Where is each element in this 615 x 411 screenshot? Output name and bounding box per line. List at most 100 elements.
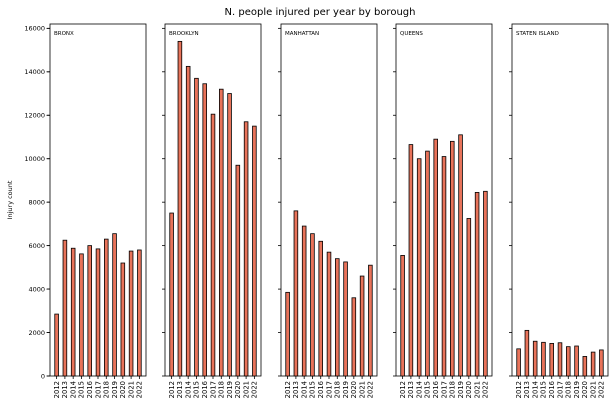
x-tick-label: 2015 [540, 381, 548, 398]
x-tick-label: 2016 [548, 381, 556, 398]
bar [301, 225, 307, 377]
y-tick-label: 4000 [28, 285, 45, 293]
x-tick-label: 2020 [350, 381, 358, 398]
x-tick-label: 2022 [598, 381, 606, 398]
y-tick-label: 14000 [24, 68, 45, 76]
x-tick-label: 2018 [334, 381, 342, 398]
panel-label: BROOKLYN [169, 31, 199, 37]
bar [441, 156, 447, 377]
x-tick-label: 2015 [309, 381, 317, 398]
bar [128, 250, 134, 377]
bar [574, 345, 579, 377]
bar [433, 138, 438, 377]
x-tick-label: 2013 [61, 381, 69, 398]
x-tick-label: 2015 [78, 381, 86, 398]
bar [326, 251, 332, 377]
panel-label: STATEN ISLAND [516, 31, 559, 37]
y-tick-label: 6000 [28, 242, 45, 250]
x-tick-label: 2018 [449, 381, 457, 398]
bar [351, 297, 357, 377]
x-tick-label: 2012 [53, 381, 61, 398]
bar [95, 248, 101, 377]
x-tick-label: 2019 [573, 381, 581, 398]
bar [557, 342, 563, 377]
x-tick-label: 2016 [432, 381, 440, 398]
x-tick-label: 2014 [415, 381, 423, 398]
bar [137, 249, 142, 377]
bar [104, 238, 109, 377]
bar [87, 245, 92, 377]
x-tick-label: 2018 [103, 381, 111, 398]
y-tick-label: 0 [41, 372, 45, 380]
bar [425, 150, 430, 377]
x-tick-label: 2012 [168, 381, 176, 398]
bar [566, 346, 571, 377]
x-tick-label: 2020 [581, 381, 589, 398]
bar [219, 88, 224, 377]
x-tick-label: 2016 [201, 381, 209, 398]
x-tick-label: 2021 [242, 381, 250, 398]
bar [112, 233, 117, 377]
x-tick-label: 2016 [317, 381, 325, 398]
panel-brooklyn: BROOKLYN 2012 2013 2014 2015 2016 2017 2018 2019… [162, 23, 262, 398]
chart-title: N. people injured per year by borough [225, 7, 416, 18]
y-axis-label: Injury count [6, 180, 14, 219]
bar [202, 83, 207, 377]
x-tick-label: 2022 [367, 381, 375, 398]
bar [335, 258, 340, 377]
bar [599, 349, 604, 377]
bar [293, 210, 299, 377]
y-tick-label: 2000 [28, 329, 45, 337]
bar [343, 261, 348, 377]
bar [235, 164, 241, 377]
x-tick-label: 2014 [531, 381, 539, 398]
bar [532, 340, 538, 377]
x-tick-label: 2013 [292, 381, 300, 398]
x-tick-label: 2014 [69, 381, 77, 398]
bar [450, 140, 455, 377]
bar [483, 190, 488, 377]
bar [541, 341, 546, 377]
panel-label: BRONX [54, 31, 74, 37]
y-tick-label: 12000 [24, 112, 45, 120]
bar [252, 125, 257, 377]
x-tick-label: 2019 [342, 381, 350, 398]
x-tick-label: 2012 [399, 381, 407, 398]
panel-manhattan: MANHATTAN 2012 2013 2014 2015 2016 2017 2018 201… [278, 23, 378, 398]
bar [227, 93, 232, 377]
bar [243, 121, 249, 377]
x-tick-label: 2013 [523, 381, 531, 398]
panel-label: MANHATTAN [285, 31, 319, 37]
x-tick-label: 2019 [111, 381, 119, 398]
bar [458, 134, 463, 377]
bar [516, 348, 521, 377]
bar [474, 191, 480, 377]
x-tick-label: 2014 [184, 381, 192, 398]
x-tick-label: 2017 [94, 381, 102, 398]
x-tick-label: 2021 [127, 381, 135, 398]
x-tick-label: 2018 [218, 381, 226, 398]
bar [466, 218, 472, 377]
bar [408, 144, 414, 377]
x-tick-label: 2019 [457, 381, 465, 398]
x-tick-label: 2022 [136, 381, 144, 398]
x-tick-label: 2020 [119, 381, 127, 398]
bar [590, 351, 596, 377]
x-tick-label: 2012 [515, 381, 523, 398]
x-tick-label: 2019 [226, 381, 234, 398]
x-tick-label: 2021 [473, 381, 481, 398]
x-tick-label: 2015 [193, 381, 201, 398]
x-tick-label: 2015 [424, 381, 432, 398]
bar [368, 264, 373, 377]
y-tick-label: 16000 [24, 25, 45, 33]
x-tick-label: 2020 [234, 381, 242, 398]
x-tick-label: 2014 [300, 381, 308, 398]
y-tick-label: 10000 [24, 155, 45, 163]
x-tick-label: 2022 [251, 381, 259, 398]
bar [400, 255, 405, 377]
bar [285, 291, 290, 377]
panel-frame [511, 23, 609, 377]
x-tick-label: 2020 [465, 381, 473, 398]
